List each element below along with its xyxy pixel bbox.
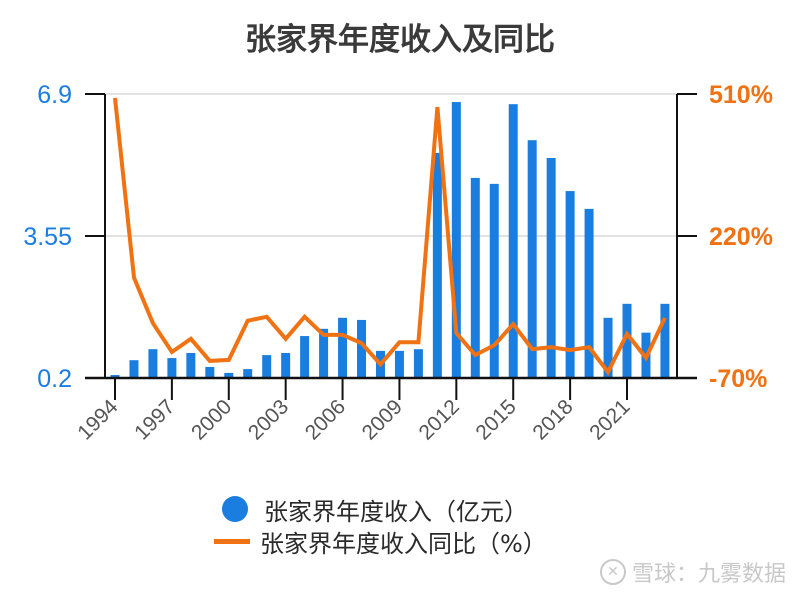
bar-1998 — [186, 352, 196, 378]
bar-series — [110, 102, 670, 379]
left-axis-tick-label: 3.55 — [23, 223, 72, 251]
right-axis-tick-label: -70% — [709, 365, 767, 393]
bar-2003 — [281, 352, 291, 378]
legend-item-revenue: 张家界年度收入（亿元） — [218, 493, 547, 526]
x-axis-tick-label: 2003 — [244, 395, 293, 444]
bar-2023 — [660, 303, 670, 378]
bar-2018 — [565, 191, 575, 378]
legend-item-yoy: 张家界年度收入同比（%） — [214, 525, 547, 558]
chart-plot: 0.23.556.9-70%220%510% 1994 1997 2000 2003 2… — [23, 81, 773, 445]
x-axis-tick-label: 1997 — [130, 395, 179, 444]
bar-2012 — [451, 102, 461, 378]
orange-line-icon — [214, 538, 250, 544]
right-axis-tick-label: 220% — [709, 223, 773, 251]
watermark-text: 雪球：九雾数据 — [631, 562, 786, 587]
bar-2006 — [338, 317, 348, 378]
x-axis-tick-label: 2006 — [301, 395, 350, 444]
line-series — [113, 97, 667, 376]
bar-1996 — [148, 349, 158, 378]
bar-2015 — [508, 104, 518, 379]
bar-1999 — [205, 366, 215, 378]
x-axis-tick-label: 2012 — [415, 395, 464, 444]
bar-2004 — [300, 336, 310, 378]
left-axis-tick-label: 6.9 — [37, 81, 72, 109]
bar-2005 — [319, 328, 329, 378]
watermark: ✕ 雪球：九雾数据 — [599, 556, 786, 588]
bar-1997 — [167, 358, 177, 378]
bar-2001 — [243, 369, 253, 378]
bar-1995 — [129, 360, 139, 378]
legend-label-revenue: 张家界年度收入（亿元） — [264, 497, 528, 526]
snowball-logo-icon: ✕ — [599, 559, 626, 585]
left-axis-tick-label: 0.2 — [37, 365, 72, 393]
bar-2011 — [432, 152, 442, 378]
x-axis-tick-label: 2021 — [585, 395, 634, 444]
legend-label-yoy: 张家界年度收入同比（%） — [260, 529, 547, 558]
bar-2014 — [489, 183, 499, 378]
bar-2020 — [603, 317, 613, 378]
chart-title: 张家界年度收入及同比 — [245, 22, 555, 58]
x-axis-tick-label: 2000 — [187, 395, 236, 444]
blue-dot-icon — [222, 496, 248, 522]
bar-2007 — [357, 319, 367, 378]
x-axis-labels: 1994 1997 2000 2003 2006 2009 2012 2015 2018 2021 — [73, 395, 634, 445]
x-axis-tick-label: 2018 — [528, 395, 577, 444]
legend: 张家界年度收入（亿元） 张家界年度收入同比（%） — [214, 493, 547, 558]
axes: 0.2 3.55 6.9 -70% 220% 510% — [23, 81, 773, 400]
bar-2002 — [262, 355, 272, 378]
bar-2009 — [394, 350, 404, 378]
x-axis-tick-label: 1994 — [73, 395, 123, 445]
bar-2021 — [622, 303, 632, 378]
gridlines — [105, 93, 677, 237]
bar-2000 — [224, 372, 234, 378]
bar-1994 — [110, 375, 120, 378]
right-axis-tick-label: 510% — [709, 81, 773, 109]
bar-2016 — [527, 140, 537, 378]
bar-2017 — [546, 158, 556, 378]
x-axis-tick-label: 2009 — [358, 395, 407, 444]
yoy-line — [113, 97, 667, 376]
x-axis-tick-label: 2015 — [471, 395, 520, 444]
bar-2019 — [584, 208, 594, 378]
bar-2013 — [470, 177, 480, 378]
bar-2010 — [413, 349, 423, 378]
